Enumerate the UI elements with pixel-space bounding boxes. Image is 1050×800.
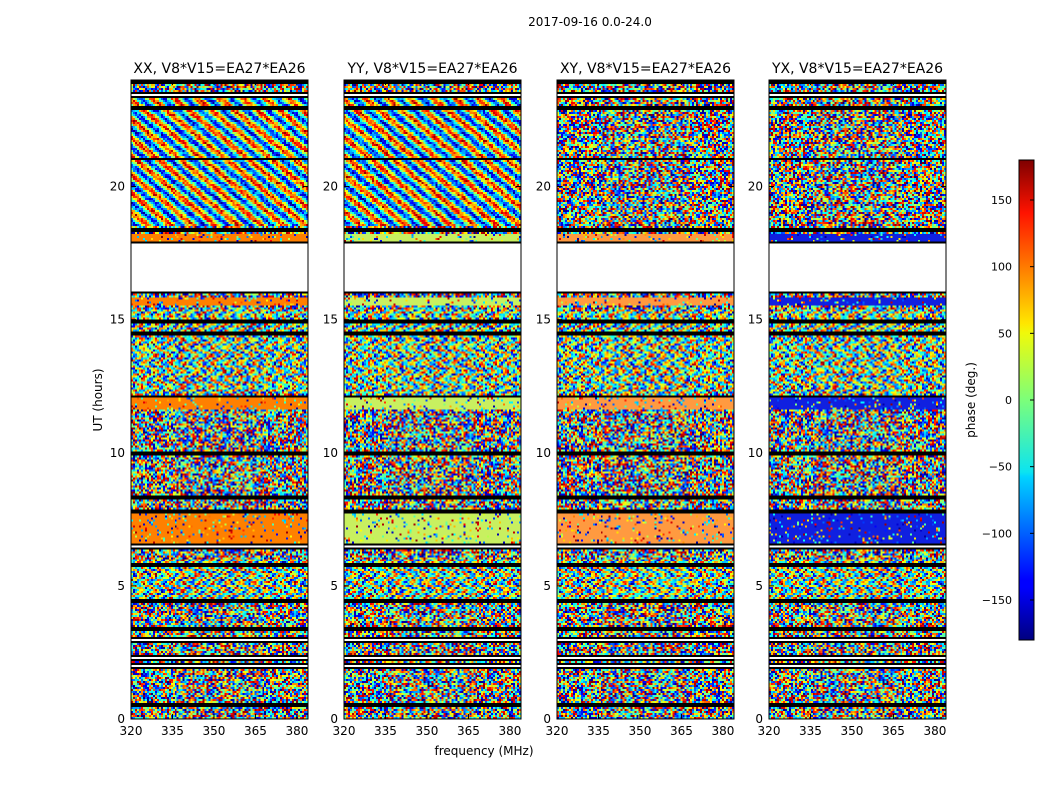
y-tick-label: 5 [543,579,551,593]
colorbar-tick-label: −150 [982,594,1012,607]
phase-heatmap-2 [557,80,734,719]
x-tick-label: 335 [587,724,610,738]
panel-1: YY, V8*V15=EA27*EA26 320 335 350 365 380 0 5 10 1… [323,61,522,738]
colorbar: 150 100 50 0 −50 −100 −150 phase (deg.) [964,159,1035,641]
axes-frame-3 [768,79,947,720]
y-tick-label: 10 [748,446,763,460]
x-tick-label: 350 [203,724,226,738]
x-tick-label: 320 [546,724,569,738]
colorbar-tick-label: −50 [989,461,1012,474]
x-tick-label: 335 [161,724,184,738]
panels: XX, V8*V15=EA27*EA26 320 335 350 365 380 0 5 10 1… [110,61,947,738]
colorbar-label: phase (deg.) [964,362,978,438]
y-tick-label: 20 [110,180,125,194]
y-tick-label: 0 [755,712,763,726]
x-tick-label: 380 [285,724,308,738]
figure-suptitle: 2017-09-16 0.0-24.0 [528,15,652,29]
x-tick-label: 350 [841,724,864,738]
x-axis-label: frequency (MHz) [434,744,533,758]
x-tick-label: 335 [374,724,397,738]
panel-title-1: YY, V8*V15=EA27*EA26 [346,61,517,77]
axes-frame-2 [556,79,735,720]
y-tick-label: 5 [330,579,338,593]
y-tick-label: 0 [330,712,338,726]
y-axis-label: UT (hours) [91,368,105,431]
panel-3: YX, V8*V15=EA27*EA26 320 335 350 365 380 0 5 10 1… [748,61,947,738]
panel-title-0: XX, V8*V15=EA27*EA26 [133,61,305,77]
y-tick-label: 5 [755,579,763,593]
y-tick-label: 10 [536,446,551,460]
y-tick-label: 20 [323,180,338,194]
phase-heatmap-0 [131,80,308,719]
y-tick-label: 20 [748,180,763,194]
panel-title-2: XY, V8*V15=EA27*EA26 [560,61,731,77]
x-tick-label: 320 [333,724,356,738]
y-tick-label: 10 [110,446,125,460]
x-tick-label: 350 [629,724,652,738]
y-tick-label: 5 [117,579,125,593]
y-tick-label: 15 [110,313,125,327]
phase-heatmap-3 [769,80,946,719]
colorbar-tick-label: 0 [1005,394,1012,407]
x-tick-label: 320 [758,724,781,738]
x-tick-label: 365 [882,724,905,738]
y-tick-label: 15 [536,313,551,327]
colorbar-ticks: 150 100 50 0 −50 −100 −150 [982,194,1034,607]
colorbar-tick-label: 150 [991,194,1012,207]
y-tick-label: 10 [323,446,338,460]
x-tick-label: 365 [244,724,267,738]
x-tick-label: 350 [416,724,439,738]
x-tick-label: 380 [923,724,946,738]
x-tick-label: 335 [799,724,822,738]
y-tick-label: 15 [748,313,763,327]
panel-title-3: YX, V8*V15=EA27*EA26 [771,61,943,77]
panel-2: XY, V8*V15=EA27*EA26 320 335 350 365 380 0 5 10 1… [536,61,735,738]
phase-heatmap-1 [344,80,521,719]
x-tick-label: 320 [120,724,143,738]
x-tick-label: 380 [498,724,521,738]
colorbar-tick-label: −100 [982,527,1012,540]
y-tick-label: 0 [117,712,125,726]
y-tick-label: 0 [543,712,551,726]
x-tick-label: 365 [670,724,693,738]
y-tick-label: 20 [536,180,551,194]
x-tick-label: 365 [457,724,480,738]
colorbar-tick-label: 100 [991,261,1012,274]
x-tick-label: 380 [711,724,734,738]
colorbar-tick-label: 50 [998,327,1012,340]
axes-frame-0 [130,79,309,720]
panel-0: XX, V8*V15=EA27*EA26 320 335 350 365 380 0 5 10 1… [110,61,309,738]
axes-frame-1 [343,79,522,720]
y-tick-label: 15 [323,313,338,327]
